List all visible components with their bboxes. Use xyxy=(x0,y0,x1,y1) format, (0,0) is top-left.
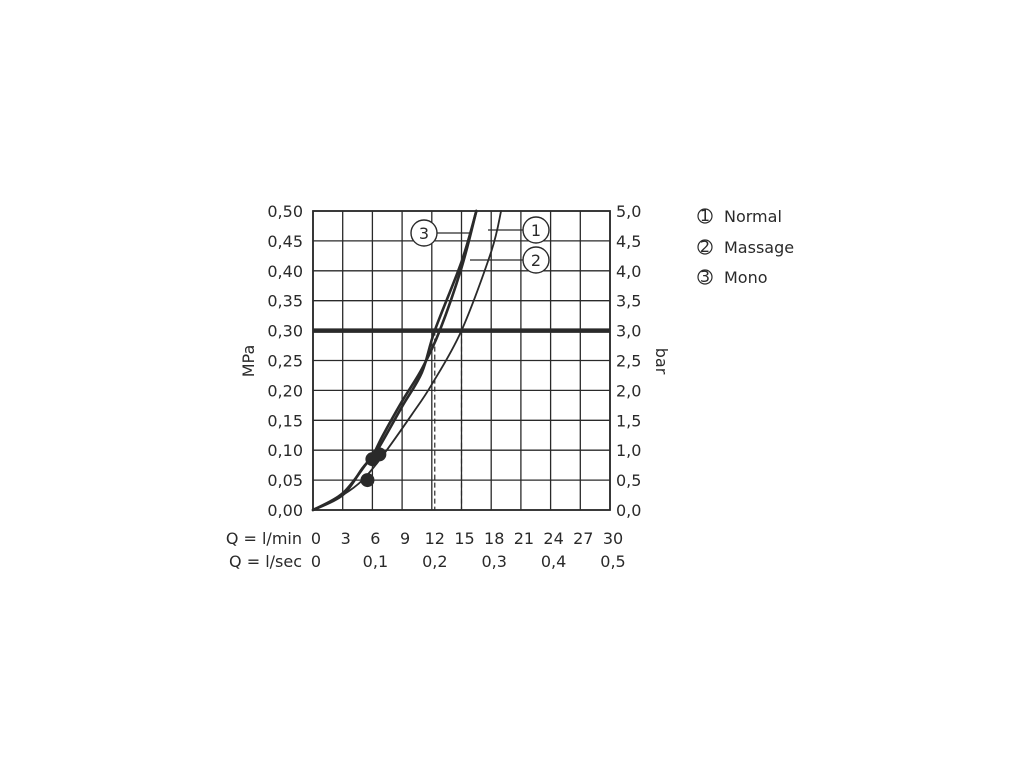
operating-point xyxy=(360,473,375,488)
y-tick-right: 4,0 xyxy=(616,262,641,281)
legend-marker: 1 xyxy=(700,206,710,225)
x-axis-title-lsec: Q = l/sec xyxy=(229,552,302,571)
legend-label: Massage xyxy=(724,238,794,257)
y-tick-right: 0,0 xyxy=(616,501,641,520)
x-tick-lmin: 0 xyxy=(311,529,321,548)
y-tick-right: 3,5 xyxy=(616,292,641,311)
tick-labels: 0,000,050,100,150,200,250,300,350,400,45… xyxy=(267,202,641,571)
x-tick-lmin: 3 xyxy=(341,529,351,548)
y-tick-left: 0,00 xyxy=(267,501,303,520)
y-tick-right: 3,0 xyxy=(616,322,641,341)
y-tick-left: 0,25 xyxy=(267,352,303,371)
x-tick-lsec: 0 xyxy=(311,552,321,571)
y-tick-left: 0,35 xyxy=(267,292,303,311)
y-tick-left: 0,50 xyxy=(267,202,303,221)
x-tick-lmin: 15 xyxy=(454,529,474,548)
legend-label: Mono xyxy=(724,268,768,287)
series-line-massage xyxy=(312,210,502,511)
y-tick-left: 0,45 xyxy=(267,232,303,251)
legend-label: Normal xyxy=(724,207,782,226)
legend: 1 Normal 2 Massage 3 Mono xyxy=(697,206,794,287)
y-tick-right: 2,5 xyxy=(616,352,641,371)
callout-label-normal: 1 xyxy=(531,221,541,240)
legend-item-massage: 2 Massage xyxy=(697,237,794,257)
x-tick-lmin: 21 xyxy=(514,529,534,548)
grid xyxy=(312,210,611,511)
x-tick-lmin: 18 xyxy=(484,529,504,548)
x-tick-lmin: 6 xyxy=(370,529,380,548)
callout-label-massage: 2 xyxy=(531,251,541,270)
y-tick-right: 5,0 xyxy=(616,202,641,221)
legend-marker: 3 xyxy=(700,267,710,286)
x-axis-title-lmin: Q = l/min xyxy=(226,529,302,548)
callout-label-mono: 3 xyxy=(419,224,429,243)
x-tick-lsec: 0,3 xyxy=(481,552,506,571)
y-tick-left: 0,10 xyxy=(267,441,303,460)
callout-circle xyxy=(522,216,550,244)
y-tick-left: 0,05 xyxy=(267,471,303,490)
legend-item-normal: 1 Normal xyxy=(697,206,782,226)
x-tick-lmin: 27 xyxy=(573,529,593,548)
y-tick-left: 0,20 xyxy=(267,381,303,400)
y-tick-left: 0,40 xyxy=(267,262,303,281)
x-tick-lmin: 9 xyxy=(400,529,410,548)
y-tick-left: 0,15 xyxy=(267,411,303,430)
callout-circle xyxy=(522,246,550,274)
y-tick-right: 2,0 xyxy=(616,381,641,400)
y-tick-right: 1,5 xyxy=(616,411,641,430)
series-group: 3 1 2 xyxy=(311,209,550,512)
operating-point xyxy=(372,447,387,462)
x-tick-lsec: 0,2 xyxy=(422,552,447,571)
y-tick-right: 4,5 xyxy=(616,232,641,251)
legend-item-mono: 3 Mono xyxy=(697,267,768,287)
y-axis-title-left: MPa xyxy=(239,345,258,378)
x-tick-lsec: 0,1 xyxy=(363,552,388,571)
x-tick-lmin: 12 xyxy=(425,529,445,548)
legend-marker: 2 xyxy=(700,237,710,256)
callout-circle xyxy=(410,219,438,247)
x-tick-lsec: 0,4 xyxy=(541,552,566,571)
y-tick-left: 0,30 xyxy=(267,322,303,341)
y-axis-title-right: bar xyxy=(652,348,671,375)
series-line-mono xyxy=(311,209,478,512)
y-tick-right: 0,5 xyxy=(616,471,641,490)
x-tick-lmin: 24 xyxy=(543,529,563,548)
x-tick-lsec: 0,5 xyxy=(600,552,625,571)
y-tick-right: 1,0 xyxy=(616,441,641,460)
x-tick-lmin: 30 xyxy=(603,529,623,548)
